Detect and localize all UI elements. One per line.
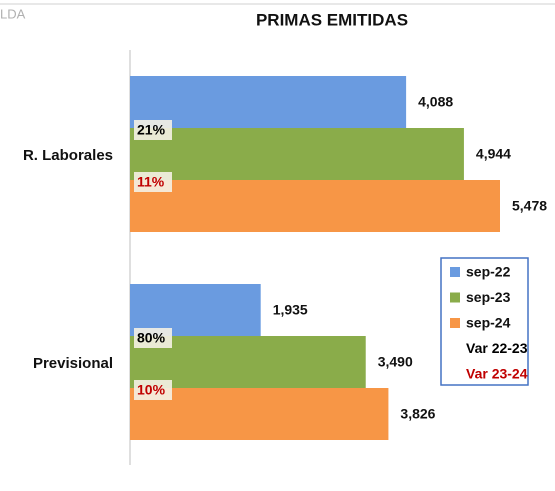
bar [130,284,261,336]
legend-label: sep-23 [466,289,511,305]
value-label: 5,478 [512,198,547,214]
variation-label: 11% [137,174,165,190]
value-label: 4,944 [476,146,511,162]
category-label: R. Laborales [23,147,113,164]
variation-label-bg [134,172,172,192]
corner-text: LDA [0,6,26,21]
variation-label-bg [134,120,172,140]
variation-label-bg [134,380,172,400]
legend-label: Var 22-23 [466,340,528,356]
variation-label: 21% [137,122,166,138]
value-label: 1,935 [273,302,308,318]
variation-label-bg [134,328,172,348]
legend-swatch [450,318,460,328]
legend-swatch [450,267,460,277]
bar [130,128,464,180]
variation-label: 80% [137,330,166,346]
value-label: 3,490 [378,354,413,370]
bar [130,76,407,128]
legend-swatch [450,292,460,303]
legend-label: Var 23-24 [466,366,528,382]
chart-title: PRIMAS EMITIDAS [256,10,408,29]
category-label: Previsional [33,355,113,372]
value-label: 4,088 [418,94,453,110]
variation-label: 10% [137,382,166,398]
legend-label: sep-22 [466,264,511,280]
bar [130,180,500,232]
bar [130,388,389,440]
value-label: 3,826 [400,406,435,422]
legend-label: sep-24 [466,315,511,331]
